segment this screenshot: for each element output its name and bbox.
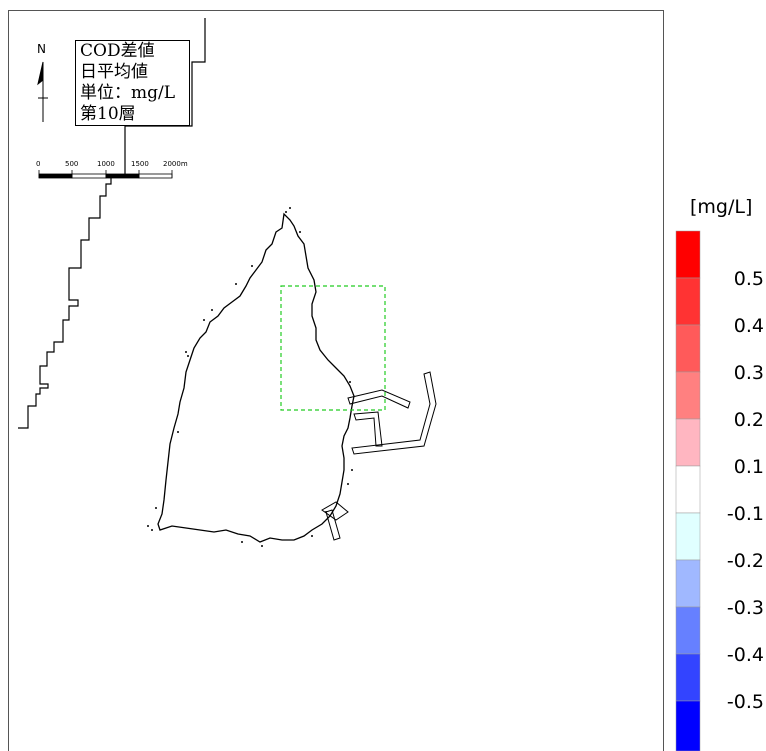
study-area-box (280, 285, 386, 411)
legend-bin (675, 371, 701, 420)
legend-bin (675, 277, 701, 326)
breakwaters (321, 371, 437, 541)
map-frame (8, 10, 664, 751)
legend-label: -0.5 (726, 691, 764, 713)
title-line-1: COD差値 (80, 41, 155, 61)
legend-bin (675, 230, 701, 279)
legend-label: -0.1 (726, 503, 764, 525)
legend-label: -0.4 (726, 644, 764, 666)
legend-label: -0.3 (726, 597, 764, 619)
scale-label-2000m: 2000m (163, 160, 188, 168)
legend-bin (675, 700, 701, 751)
title-line-2: 日平均値 (80, 62, 148, 82)
legend-label: -0.2 (726, 550, 764, 572)
island-outline (157, 212, 355, 543)
scale-bar (38, 170, 173, 179)
legend-bin (675, 512, 701, 561)
scale-label-500: 500 (65, 160, 79, 168)
legend-bin (675, 418, 701, 467)
legend-colorbar (675, 230, 701, 751)
north-label: N (37, 42, 46, 56)
scale-label-0: 0 (36, 160, 41, 168)
island-specks (147, 207, 353, 547)
legend-bin (675, 324, 701, 373)
legend-bin (675, 465, 701, 514)
legend-bin (675, 606, 701, 655)
title-line-3: 単位：mg/L (80, 83, 176, 103)
map-title-box: COD差値 日平均値 単位：mg/L 第10層 (75, 40, 190, 126)
scale-label-1500: 1500 (131, 160, 149, 168)
legend-label: 0.5 (733, 268, 764, 290)
legend-unit: [mg/L] (690, 196, 753, 218)
north-arrow-icon (37, 61, 48, 122)
scale-label-1000: 1000 (97, 160, 115, 168)
title-line-4: 第10層 (80, 104, 136, 124)
legend-bin (675, 559, 701, 608)
legend-label: 0.4 (733, 315, 764, 337)
legend-bin (675, 653, 701, 702)
legend-label: 0.3 (733, 362, 764, 384)
stepped-boundary-line (18, 18, 206, 429)
legend-label: 0.1 (733, 456, 764, 478)
legend-label: 0.2 (733, 409, 764, 431)
